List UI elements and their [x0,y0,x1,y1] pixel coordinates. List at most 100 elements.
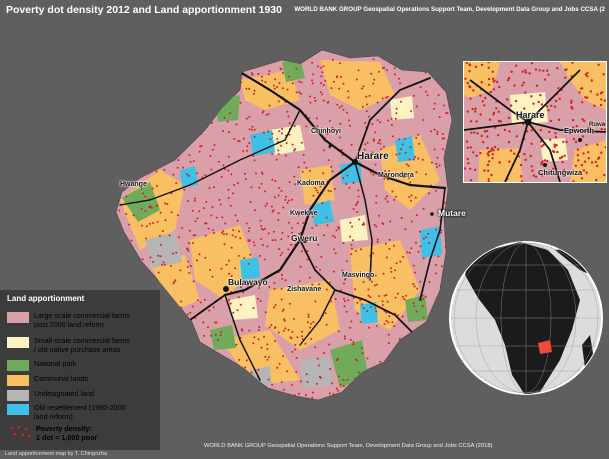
poverty-dot [232,192,234,195]
poverty-dot [189,330,192,333]
poverty-dot [322,84,325,87]
poverty-dot [234,214,237,217]
legend-item-undesignated: Undesignated land [7,389,94,401]
poverty-dot [282,388,285,391]
poverty-dot [382,145,385,148]
poverty-dot [200,133,203,135]
poverty-dot [275,52,278,55]
poverty-dot [405,294,408,297]
poverty-dot [362,379,365,382]
poverty-dot [164,393,167,396]
poverty-dot [291,143,294,146]
poverty-dot-inset [472,151,475,154]
poverty-dot [249,253,252,256]
poverty-dot-inset [534,175,538,178]
city-label-zishavane: Zishavane [287,286,322,293]
poverty-dot [398,138,401,141]
poverty-dot-inset [556,67,559,70]
poverty-dot-inset [509,104,513,107]
poverty-dot [347,387,350,390]
poverty-dot [117,175,120,178]
poverty-dot [414,271,417,274]
poverty-dot [224,372,227,375]
legend-label: Old resettlement (1980-2000 [34,403,126,412]
poverty-dot [212,385,215,388]
poverty-dot [151,54,154,57]
poverty-dot [374,131,377,134]
poverty-dot-inset [467,162,470,165]
poverty-dot [258,326,261,329]
poverty-dot [409,146,412,149]
poverty-dot [350,320,353,323]
poverty-dot [316,125,319,128]
poverty-dot [280,287,283,290]
poverty-dot [240,374,243,377]
poverty-dot [339,122,342,125]
poverty-dot-inset [515,135,518,138]
poverty-dot-inset [468,70,471,73]
communal-lands-area [380,135,440,210]
poverty-dot [116,188,119,191]
old-resettlement-area [395,136,415,162]
poverty-dot [142,161,145,164]
poverty-dot [166,68,169,71]
poverty-dot [198,79,201,82]
poverty-dot [373,224,376,226]
poverty-dot [287,221,290,224]
poverty-dot [349,235,351,238]
poverty-dot [263,258,266,261]
poverty-dot [393,325,396,328]
poverty-dot [268,70,271,73]
poverty-dot [356,312,359,315]
poverty-dot [189,160,192,163]
poverty-dot [260,75,263,78]
poverty-dot [451,89,452,92]
poverty-dot [245,359,248,362]
poverty-dot [268,285,271,288]
poverty-dot [277,331,280,334]
poverty-dot [399,100,402,103]
poverty-dot [260,238,263,240]
poverty-dot [333,236,336,239]
poverty-dot [151,164,154,167]
poverty-dot [373,78,376,81]
poverty-dot-inset [572,180,575,182]
small-scale-farms-area [270,125,305,155]
poverty-dot [174,391,176,393]
poverty-dot [169,66,172,69]
poverty-dot [167,60,170,62]
poverty-dot [227,155,230,158]
poverty-dot-inset [510,70,513,73]
poverty-dot [354,288,357,291]
poverty-dot [261,79,264,82]
poverty-dot [331,170,334,173]
poverty-dot [277,194,280,197]
poverty-dot [131,286,134,289]
dots-label-line2: 1 dot = 1,000 poor [36,433,98,442]
national-park-area [405,295,428,322]
poverty-dot [181,227,184,229]
poverty-dot [130,239,133,242]
poverty-dot [249,200,252,203]
poverty-dot [408,158,411,161]
poverty-dot-inset [523,152,526,156]
poverty-dot-inset [474,65,478,69]
poverty-dot [307,313,310,316]
poverty-dot [119,249,122,252]
poverty-dot [252,342,255,345]
poverty-dot-inset [553,145,556,148]
poverty-dot [138,108,141,111]
poverty-dot [370,280,373,283]
poverty-dot [152,52,155,55]
poverty-dot [159,255,162,258]
poverty-dot [125,213,128,215]
poverty-dot [261,228,263,230]
poverty-dot [431,388,434,391]
poverty-dot [359,155,362,158]
poverty-dot-inset [514,99,518,103]
poverty-dot-inset [586,72,589,75]
poverty-dot [160,360,163,363]
poverty-dot-inset [601,122,605,126]
poverty-dot [419,86,422,89]
poverty-dot-inset [540,161,543,165]
